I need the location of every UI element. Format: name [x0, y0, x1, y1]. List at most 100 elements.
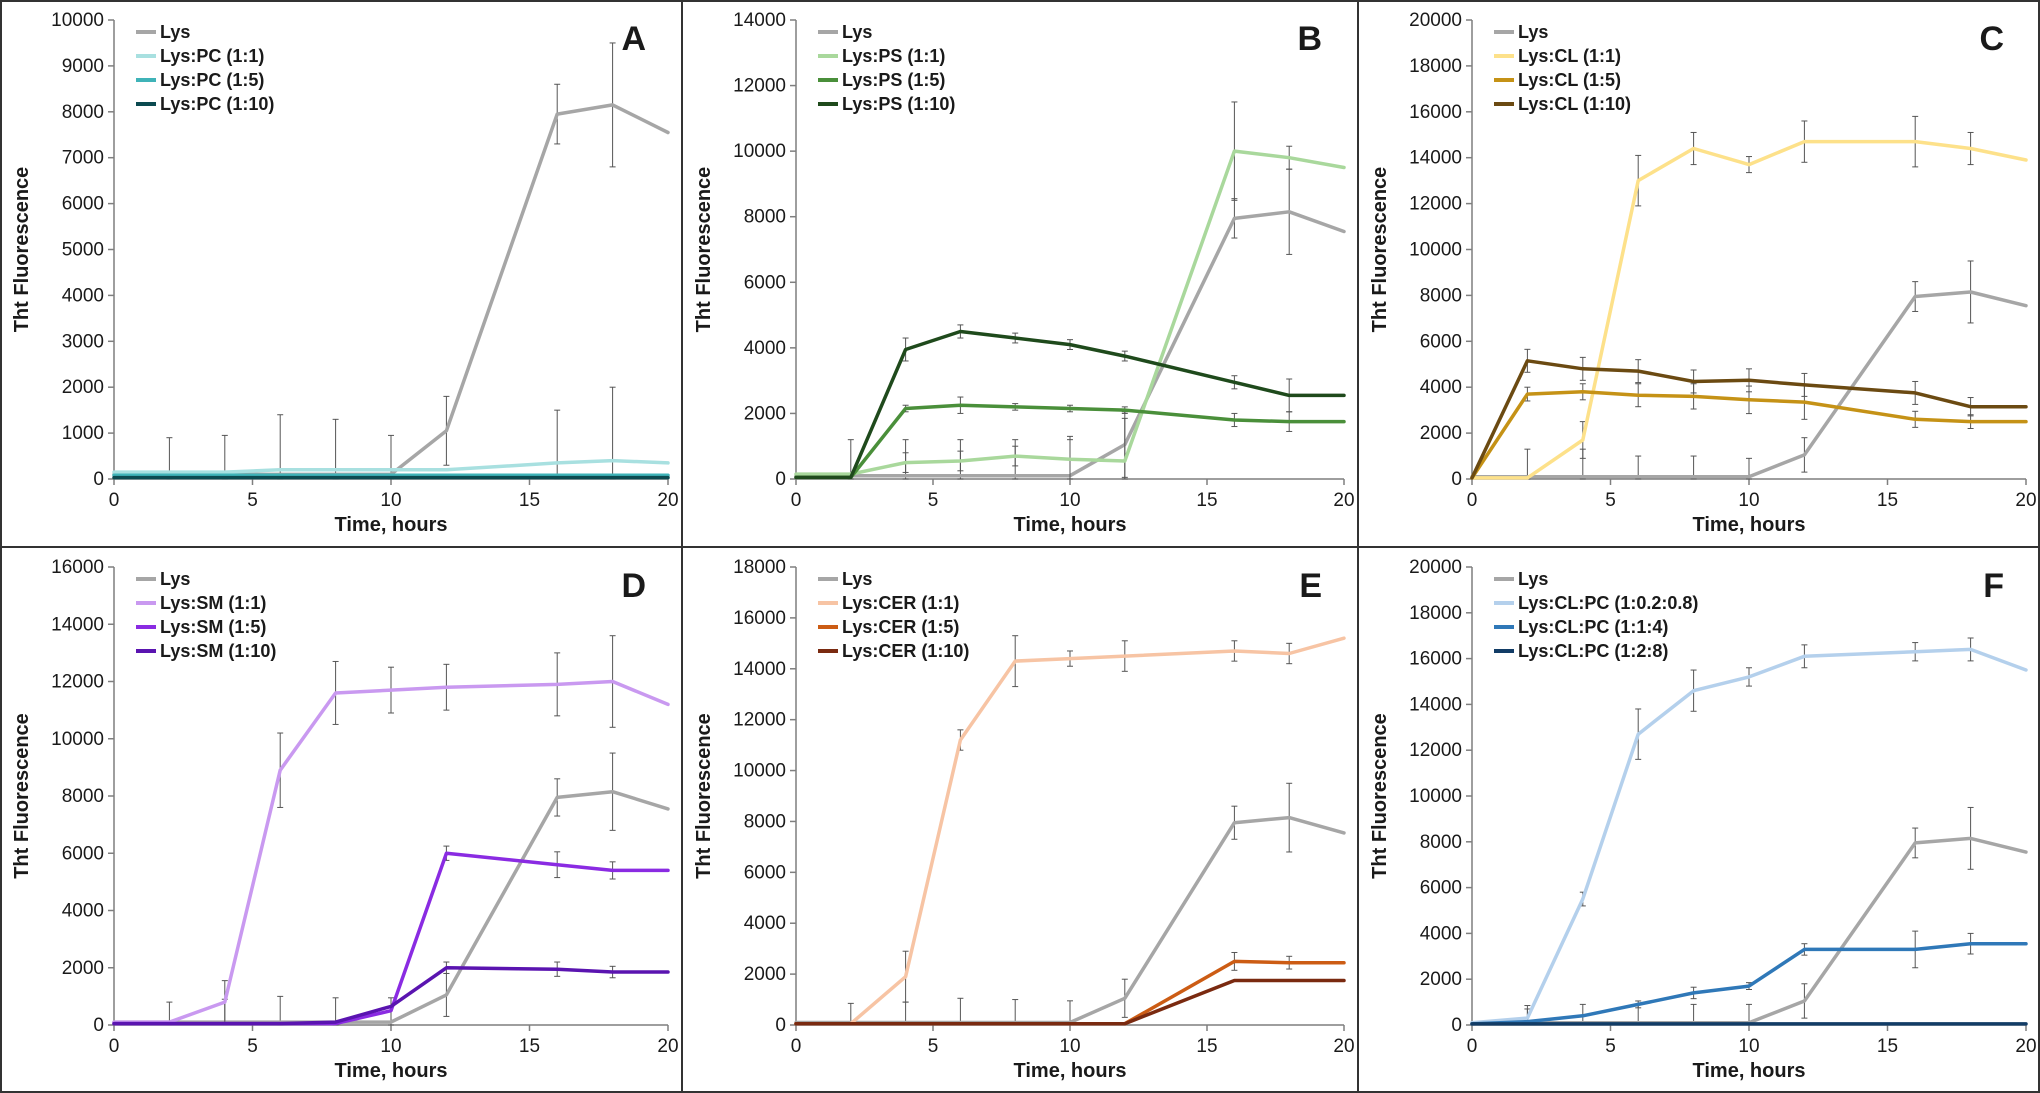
x-axis-title: Time, hours	[1014, 1060, 1127, 1082]
legend-entry: Lys:PC (1:5)	[160, 70, 264, 90]
series-lys-cer-1-10	[794, 978, 1346, 1026]
y-tick-label: 1000	[62, 423, 104, 444]
x-tick-label: 5	[247, 1036, 258, 1057]
panel-e: 0 2000 4000 6000 8000 10000 12000 14000 16000 180…	[693, 557, 1355, 1082]
x-tick-label: 5	[1605, 490, 1616, 511]
y-tick-label: 0	[1451, 1015, 1462, 1036]
series-line	[1470, 647, 2028, 1025]
series-lys-sm-1-10	[112, 961, 670, 1026]
x-axis-title: Time, hours	[335, 1060, 448, 1082]
x-tick-label: 0	[109, 490, 120, 511]
x-tick-label: 15	[1877, 490, 1898, 511]
series-lys-ps-1-1	[794, 101, 1346, 480]
y-tick-label: 20000	[1409, 10, 1462, 31]
legend-entry: Lys:CL:PC (1:1:4)	[1518, 617, 1668, 637]
x-tick-label: 0	[791, 1036, 802, 1057]
x-tick-label: 15	[519, 1036, 540, 1057]
x-tick-label: 5	[247, 490, 258, 511]
x-axis-title: Time, hours	[1014, 514, 1127, 536]
legend-entry: Lys	[160, 569, 190, 589]
y-tick-label: 4000	[62, 285, 104, 306]
legend-entry: Lys	[1518, 569, 1548, 589]
panel-letter: E	[1299, 567, 1322, 605]
y-tick-label: 14000	[733, 10, 786, 31]
series-line	[112, 679, 670, 1024]
series-line	[794, 403, 1346, 480]
panel-b: 0 2000 4000 6000 8000 10000 12000 14000 0 5 10 15 20…	[693, 10, 1355, 536]
series-line	[794, 978, 1346, 1026]
y-tick-label: 8000	[62, 786, 104, 807]
x-tick-label: 0	[109, 1036, 120, 1057]
y-tick-label: 6000	[62, 843, 104, 864]
series-lys-ps-1-10	[794, 324, 1346, 480]
series-lys-cl-1-1	[1470, 115, 2028, 480]
x-axis-title: Time, hours	[1693, 1060, 1806, 1082]
legend-entry: Lys:PS (1:5)	[842, 70, 945, 90]
y-axis-title: Tht Fluorescence	[693, 713, 715, 879]
y-tick-label: 10000	[1409, 786, 1462, 807]
y-tick-label: 2000	[1420, 969, 1462, 990]
x-tick-label: 0	[791, 490, 802, 511]
legend-entry: Lys:PC (1:10)	[160, 94, 274, 114]
y-tick-label: 12000	[1409, 740, 1462, 761]
legend-entry: Lys	[1518, 22, 1548, 42]
y-axis-title: Tht Fluorescence	[11, 167, 33, 333]
y-tick-label: 10000	[51, 10, 104, 31]
series-line	[794, 329, 1346, 480]
x-tick-label: 0	[1467, 490, 1478, 511]
y-tick-label: 14000	[51, 614, 104, 635]
y-tick-label: 4000	[744, 338, 786, 359]
y-tick-label: 10000	[733, 761, 786, 782]
series-lys	[1470, 260, 2028, 480]
y-tick-label: 6000	[1420, 331, 1462, 352]
series-line	[1470, 941, 2028, 1026]
y-tick-label: 0	[775, 1015, 786, 1036]
series-line	[112, 966, 670, 1026]
legend-entry: Lys	[842, 22, 872, 42]
y-tick-label: 16000	[733, 608, 786, 629]
y-tick-label: 14000	[1409, 694, 1462, 715]
series-lys-cl-pc-1-0-2-0-8	[1470, 637, 2028, 1026]
series-line	[794, 636, 1346, 1026]
y-tick-label: 6000	[1420, 878, 1462, 899]
legend-entry: Lys:CL (1:5)	[1518, 70, 1621, 90]
y-tick-label: 12000	[1409, 194, 1462, 215]
panel-c: 0 2000 4000 6000 8000 10000 12000 14000 16000 180…	[1369, 10, 2037, 536]
y-tick-label: 2000	[1420, 423, 1462, 444]
legend-entry: Lys:PS (1:10)	[842, 94, 955, 114]
y-tick-label: 16000	[1409, 102, 1462, 123]
y-tick-label: 2000	[744, 403, 786, 424]
legend-entry: Lys:SM (1:1)	[160, 593, 266, 613]
y-tick-label: 0	[93, 469, 104, 490]
y-tick-label: 18000	[733, 557, 786, 578]
y-tick-label: 4000	[744, 913, 786, 934]
x-tick-label: 20	[2015, 1036, 2036, 1057]
series-line	[1470, 390, 2028, 480]
x-tick-label: 20	[657, 1036, 678, 1057]
y-axis-title: Tht Fluorescence	[1369, 713, 1391, 879]
y-tick-label: 18000	[1409, 56, 1462, 77]
y-tick-label: 10000	[733, 141, 786, 162]
y-tick-label: 8000	[62, 102, 104, 123]
legend-entry: Lys:CER (1:10)	[842, 641, 969, 661]
y-axis-title: Tht Fluorescence	[1369, 167, 1391, 333]
x-tick-label: 15	[1196, 490, 1217, 511]
y-tick-label: 3000	[62, 331, 104, 352]
legend-entry: Lys:CL:PC (1:0.2:0.8)	[1518, 593, 1698, 613]
y-tick-label: 2000	[62, 958, 104, 979]
y-axis-title: Tht Fluorescence	[11, 713, 33, 879]
series-line	[794, 149, 1346, 476]
y-tick-label: 12000	[51, 672, 104, 693]
legend-entry: Lys:CER (1:5)	[842, 617, 959, 637]
x-tick-label: 5	[928, 1036, 939, 1057]
x-tick-label: 10	[1059, 490, 1080, 511]
legend-entry: Lys:SM (1:10)	[160, 641, 276, 661]
y-tick-label: 9000	[62, 56, 104, 77]
series-line	[112, 458, 670, 474]
y-tick-label: 8000	[1420, 285, 1462, 306]
y-tick-label: 12000	[733, 76, 786, 97]
panel-letter: C	[1979, 20, 2004, 58]
x-tick-label: 20	[2015, 490, 2036, 511]
